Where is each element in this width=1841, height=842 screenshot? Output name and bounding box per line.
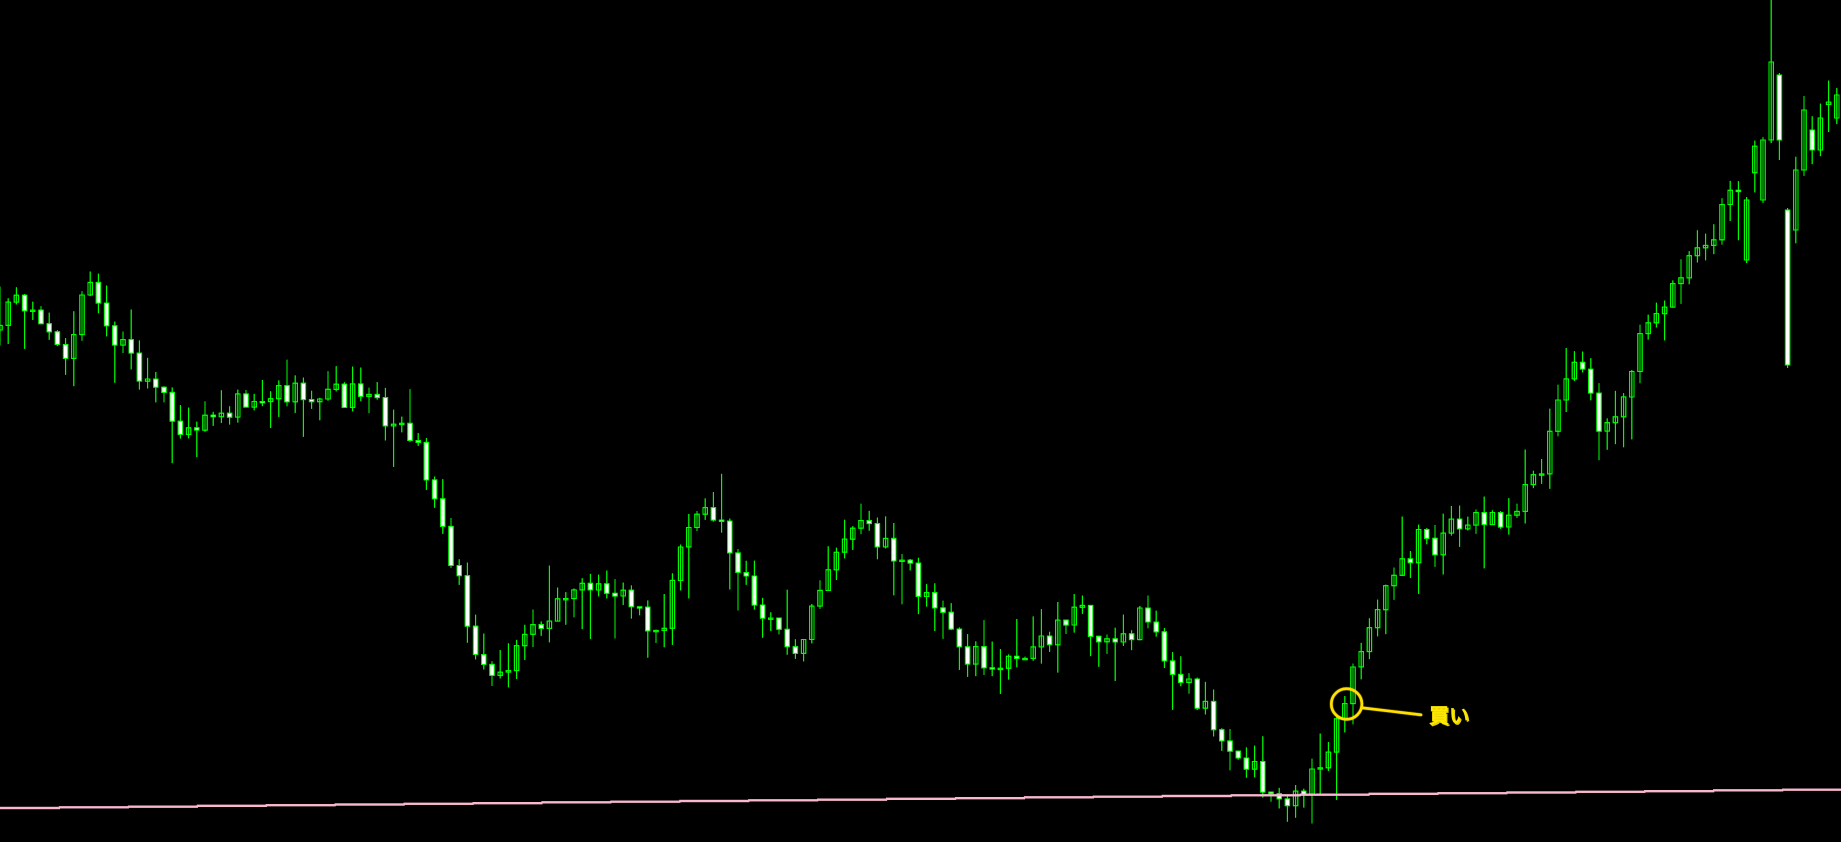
svg-text:買い: 買い bbox=[1429, 705, 1469, 728]
